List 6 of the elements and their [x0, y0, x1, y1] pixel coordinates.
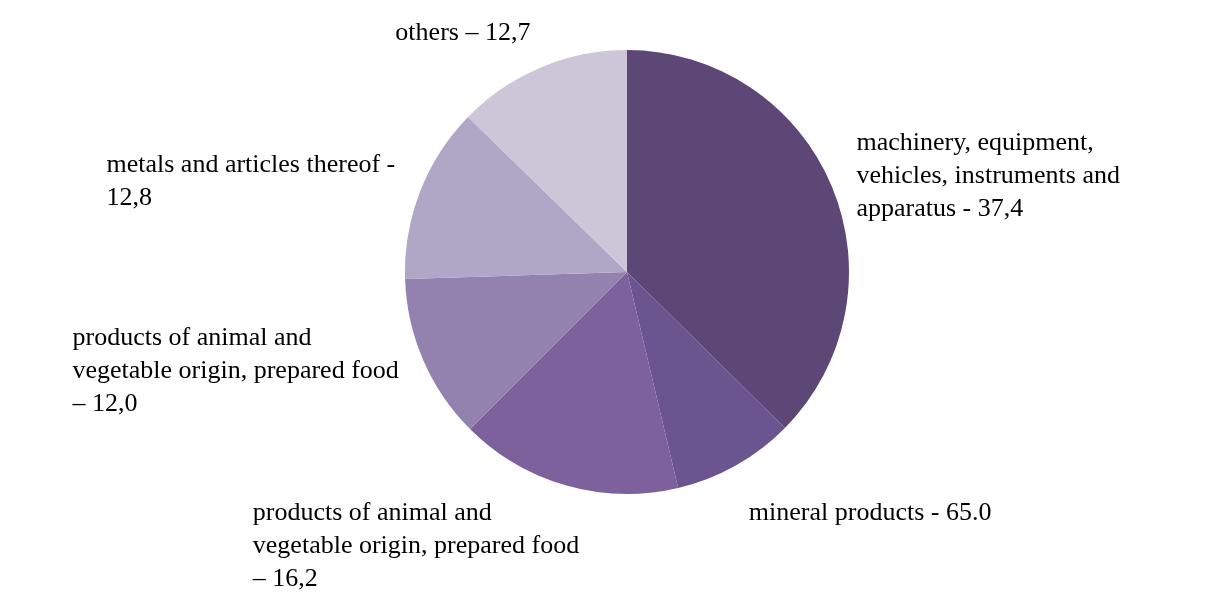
slice-label: others – 12,7 — [395, 16, 531, 46]
slice-label: metals and articles thereof - 12,8 — [106, 149, 396, 212]
slice-label: mineral products - 65.0 — [748, 496, 992, 526]
slice-label: products of animal and vegetable origin, prepared food – 16,2 — [251, 497, 580, 593]
slice-label: machinery, equipment, vehicles, instruments and apparatus - 37,4 — [856, 126, 1120, 222]
slice-label: products of animal and vegetable origin, prepared food – 12,0 — [71, 321, 399, 417]
